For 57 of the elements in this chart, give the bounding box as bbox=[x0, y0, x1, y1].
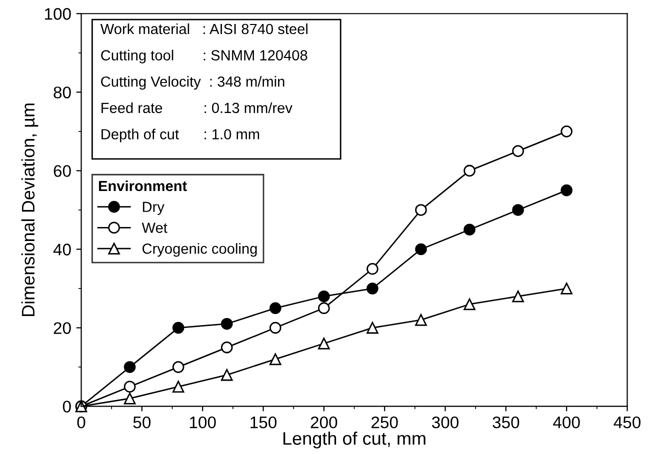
annotation: Cutting Velocity : 348 m/min bbox=[101, 76, 284, 90]
point bbox=[269, 353, 282, 366]
point bbox=[124, 380, 136, 393]
y-tick-label: 100 bbox=[44, 8, 71, 20]
point bbox=[318, 338, 330, 350]
y-tick-label: 20 bbox=[54, 322, 71, 334]
point bbox=[464, 224, 476, 236]
point bbox=[560, 126, 572, 138]
y-axis-title: Dimensional Deviation, µm bbox=[21, 104, 38, 316]
point bbox=[415, 204, 427, 216]
y-tick-label: 80 bbox=[54, 86, 71, 98]
legend-label: Wet bbox=[142, 222, 168, 233]
point bbox=[172, 380, 184, 393]
point bbox=[172, 322, 184, 334]
x-axis-title: Length of cut, mm bbox=[283, 432, 426, 448]
annotation: Feed rate : 0.13 mm/rev bbox=[102, 102, 292, 114]
point bbox=[220, 318, 233, 330]
point bbox=[124, 392, 136, 404]
x-tick-label: 350 bbox=[492, 416, 520, 428]
legend-label: Dry bbox=[142, 202, 164, 215]
point bbox=[220, 342, 233, 354]
annotation: Depth of cut : 1.0 mm bbox=[102, 128, 260, 142]
annotation: Work material : AISI 8740 steel bbox=[100, 23, 308, 34]
point bbox=[318, 302, 330, 314]
point bbox=[560, 184, 572, 196]
y-tick-label: 0 bbox=[62, 400, 71, 413]
point bbox=[172, 361, 184, 373]
x-tick-label: 50 bbox=[133, 416, 151, 428]
point bbox=[464, 298, 476, 310]
y-tick-label: 60 bbox=[54, 165, 71, 177]
x-tick-label: 0 bbox=[77, 416, 86, 428]
x-tick-label: 200 bbox=[310, 416, 338, 428]
x-tick-label: 250 bbox=[372, 416, 398, 428]
point bbox=[318, 290, 330, 302]
point bbox=[560, 282, 572, 294]
x-tick-label: 450 bbox=[614, 416, 641, 428]
annotation: Cutting tool : SNMM 120408 bbox=[101, 50, 308, 64]
point bbox=[269, 302, 282, 314]
legend-title: Environment bbox=[98, 180, 187, 192]
point bbox=[220, 369, 233, 381]
x-tick-label: 400 bbox=[553, 416, 580, 428]
point bbox=[366, 322, 378, 334]
point bbox=[415, 314, 427, 326]
point bbox=[512, 145, 524, 157]
point bbox=[464, 164, 476, 177]
point bbox=[512, 290, 524, 302]
point bbox=[415, 243, 427, 256]
point bbox=[269, 322, 282, 334]
point bbox=[512, 204, 524, 216]
point bbox=[366, 282, 378, 294]
x-tick-label: 300 bbox=[432, 416, 459, 428]
x-tick-label: 100 bbox=[190, 416, 216, 428]
point bbox=[124, 361, 136, 373]
x-tick-label: 150 bbox=[250, 416, 277, 428]
legend-label: Cryogenic cooling bbox=[142, 243, 257, 257]
point bbox=[366, 262, 378, 275]
y-tick-label: 40 bbox=[53, 244, 71, 256]
